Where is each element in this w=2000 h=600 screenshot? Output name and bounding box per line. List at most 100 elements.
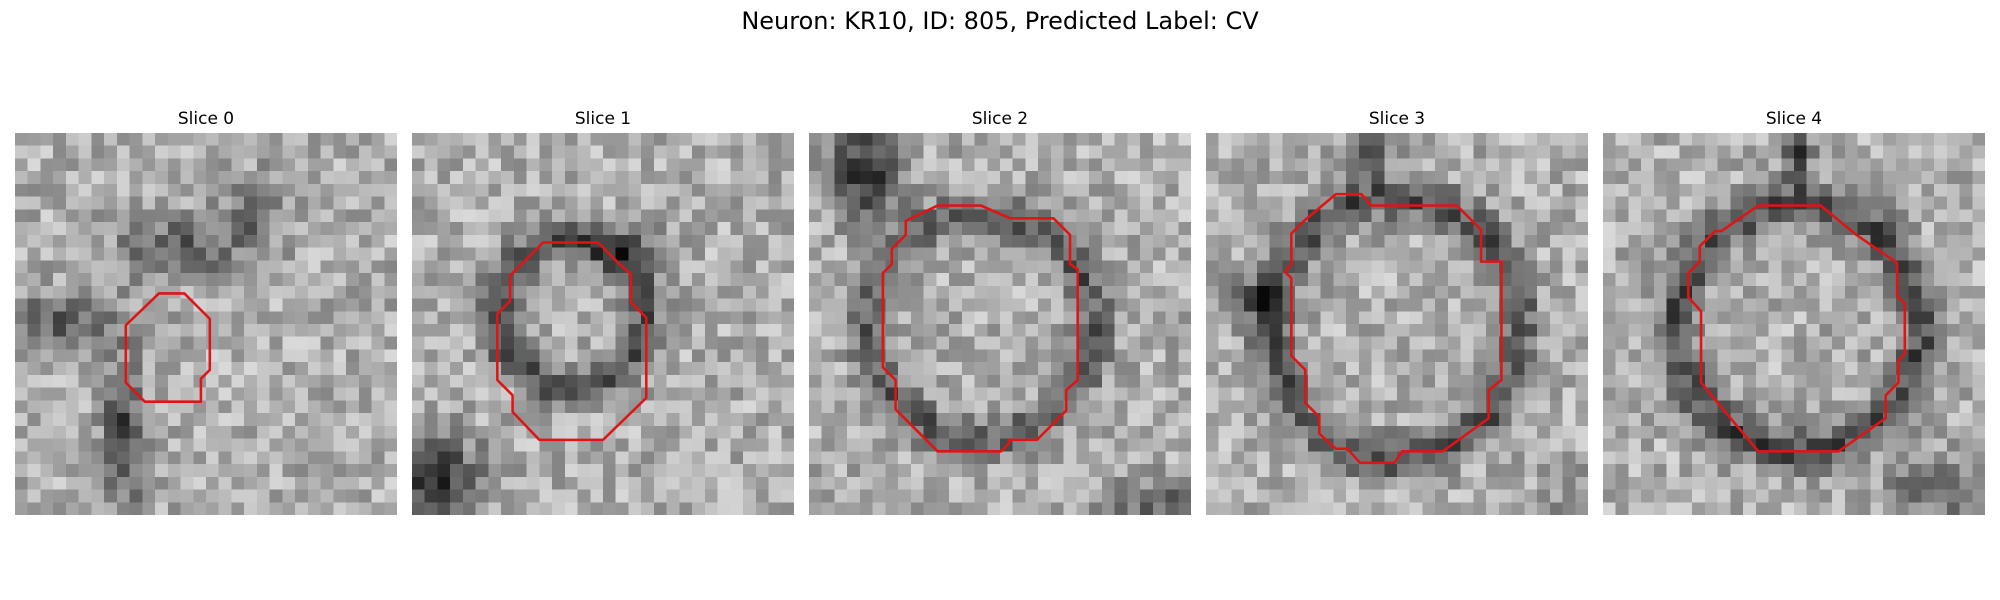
pixel (1562, 324, 1576, 337)
pixel (743, 400, 757, 414)
pixel (590, 260, 604, 274)
pixel (1857, 387, 1871, 401)
pixel (104, 336, 118, 350)
pixel (1730, 476, 1744, 490)
pixel (1806, 285, 1820, 299)
pixel (1615, 285, 1629, 299)
pixel (1089, 425, 1103, 439)
pixel (180, 234, 194, 248)
pixel (1844, 451, 1858, 465)
pixel (847, 489, 861, 503)
pixel (1755, 362, 1769, 376)
pixel (244, 298, 258, 312)
pixel (1320, 502, 1334, 515)
pixel (1012, 171, 1026, 185)
pixel (781, 502, 794, 515)
pixel (936, 133, 950, 146)
pixel (1127, 171, 1141, 185)
pixel (809, 145, 822, 159)
pixel (1692, 285, 1706, 299)
pixel (1333, 502, 1347, 515)
pixel (1165, 374, 1179, 388)
pixel (641, 489, 655, 503)
pixel (1178, 133, 1191, 146)
pixel (282, 133, 296, 146)
pixel (1114, 222, 1128, 236)
pixel (1921, 438, 1935, 452)
pixel (872, 158, 886, 172)
pixel (269, 145, 283, 159)
pixel (961, 502, 975, 515)
pixel (590, 183, 604, 197)
pixel (1537, 298, 1551, 312)
pixel (1883, 158, 1897, 172)
pixel (1152, 196, 1166, 210)
pixel (1089, 362, 1103, 376)
pixel (231, 451, 245, 465)
pixel (1320, 298, 1334, 312)
pixel (1628, 171, 1642, 185)
pixel (1409, 285, 1423, 299)
pixel (1460, 464, 1474, 478)
pixel (1832, 298, 1846, 312)
pixel (704, 413, 718, 427)
pixel (743, 413, 757, 427)
pixel (1819, 400, 1833, 414)
pixel (859, 336, 873, 350)
pixel (768, 374, 782, 388)
pixel (1038, 324, 1052, 337)
pixel (539, 158, 553, 172)
pixel (1537, 336, 1551, 350)
pixel (269, 489, 283, 503)
pixel (936, 476, 950, 490)
pixel (577, 324, 591, 337)
pixel (295, 438, 309, 452)
pixel (371, 298, 385, 312)
pixel (231, 260, 245, 274)
pixel (615, 311, 629, 325)
pixel (346, 489, 360, 503)
pixel (1575, 476, 1588, 490)
pixel (564, 311, 578, 325)
pixel (526, 502, 540, 515)
pixel (78, 451, 92, 465)
pixel (1575, 425, 1588, 439)
pixel (1934, 400, 1948, 414)
pixel (1320, 260, 1334, 274)
pixel (1908, 464, 1922, 478)
pixel (1076, 209, 1090, 223)
pixel (949, 349, 963, 363)
pixel (218, 464, 232, 478)
pixel (1959, 171, 1973, 185)
pixel (666, 349, 680, 363)
pixel (781, 285, 794, 299)
pixel (462, 374, 476, 388)
pixel (1025, 247, 1039, 261)
pixel (450, 451, 464, 465)
pixel (371, 285, 385, 299)
pixel (1038, 387, 1052, 401)
pixel (987, 400, 1001, 414)
pixel (1269, 298, 1283, 312)
pixel (1844, 438, 1858, 452)
pixel (1781, 400, 1795, 414)
pixel (78, 311, 92, 325)
pixel (1781, 145, 1795, 159)
pixel (641, 476, 655, 490)
pixel (1422, 489, 1436, 503)
pixel (1562, 247, 1576, 261)
pixel (1038, 502, 1052, 515)
pixel (936, 196, 950, 210)
pixel (15, 374, 28, 388)
pixel (1653, 133, 1667, 146)
pixel (78, 336, 92, 350)
pixel (781, 349, 794, 363)
pixel (358, 489, 372, 503)
pixel (244, 273, 258, 287)
pixel (1717, 413, 1731, 427)
pixel (590, 451, 604, 465)
pixel (501, 336, 515, 350)
pixel (539, 476, 553, 490)
pixel (1384, 133, 1398, 146)
pixel (1206, 209, 1219, 223)
